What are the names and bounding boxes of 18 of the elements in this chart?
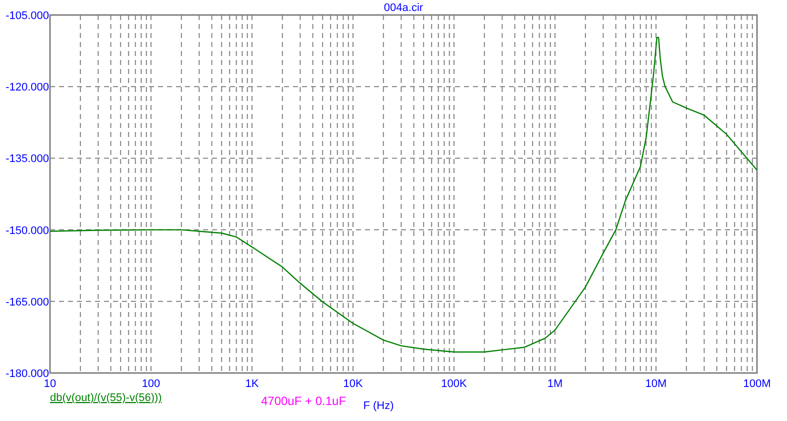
text: db(v(out)/(v(55)-v(56))) <box>50 392 162 404</box>
x-tick-label: 1K <box>245 378 260 390</box>
y-tick-label: -180.000 <box>6 368 49 380</box>
x-axis-title: F (Hz) <box>363 400 394 412</box>
x-tick-label: 10K <box>343 378 364 390</box>
x-tick-label: 100K <box>441 378 468 390</box>
y-tick-label: -150.000 <box>6 224 49 237</box>
x-tick-label: 1M <box>547 378 563 390</box>
x-tick-label: 100M <box>743 378 771 390</box>
x-tick-label: 10 <box>44 378 56 390</box>
y-tick-label: -165.000 <box>6 296 49 308</box>
x-tick-label: 10M <box>645 378 667 390</box>
x-tick-label: 100 <box>142 378 160 390</box>
text: 4700uF + 0.1uF <box>260 394 346 408</box>
y-tick-label: -120.000 <box>6 82 49 94</box>
y-tick-label: -135.000 <box>6 153 49 166</box>
chart-title: 004a.cir <box>384 2 424 14</box>
y-tick-label: -105.000 <box>6 10 49 22</box>
